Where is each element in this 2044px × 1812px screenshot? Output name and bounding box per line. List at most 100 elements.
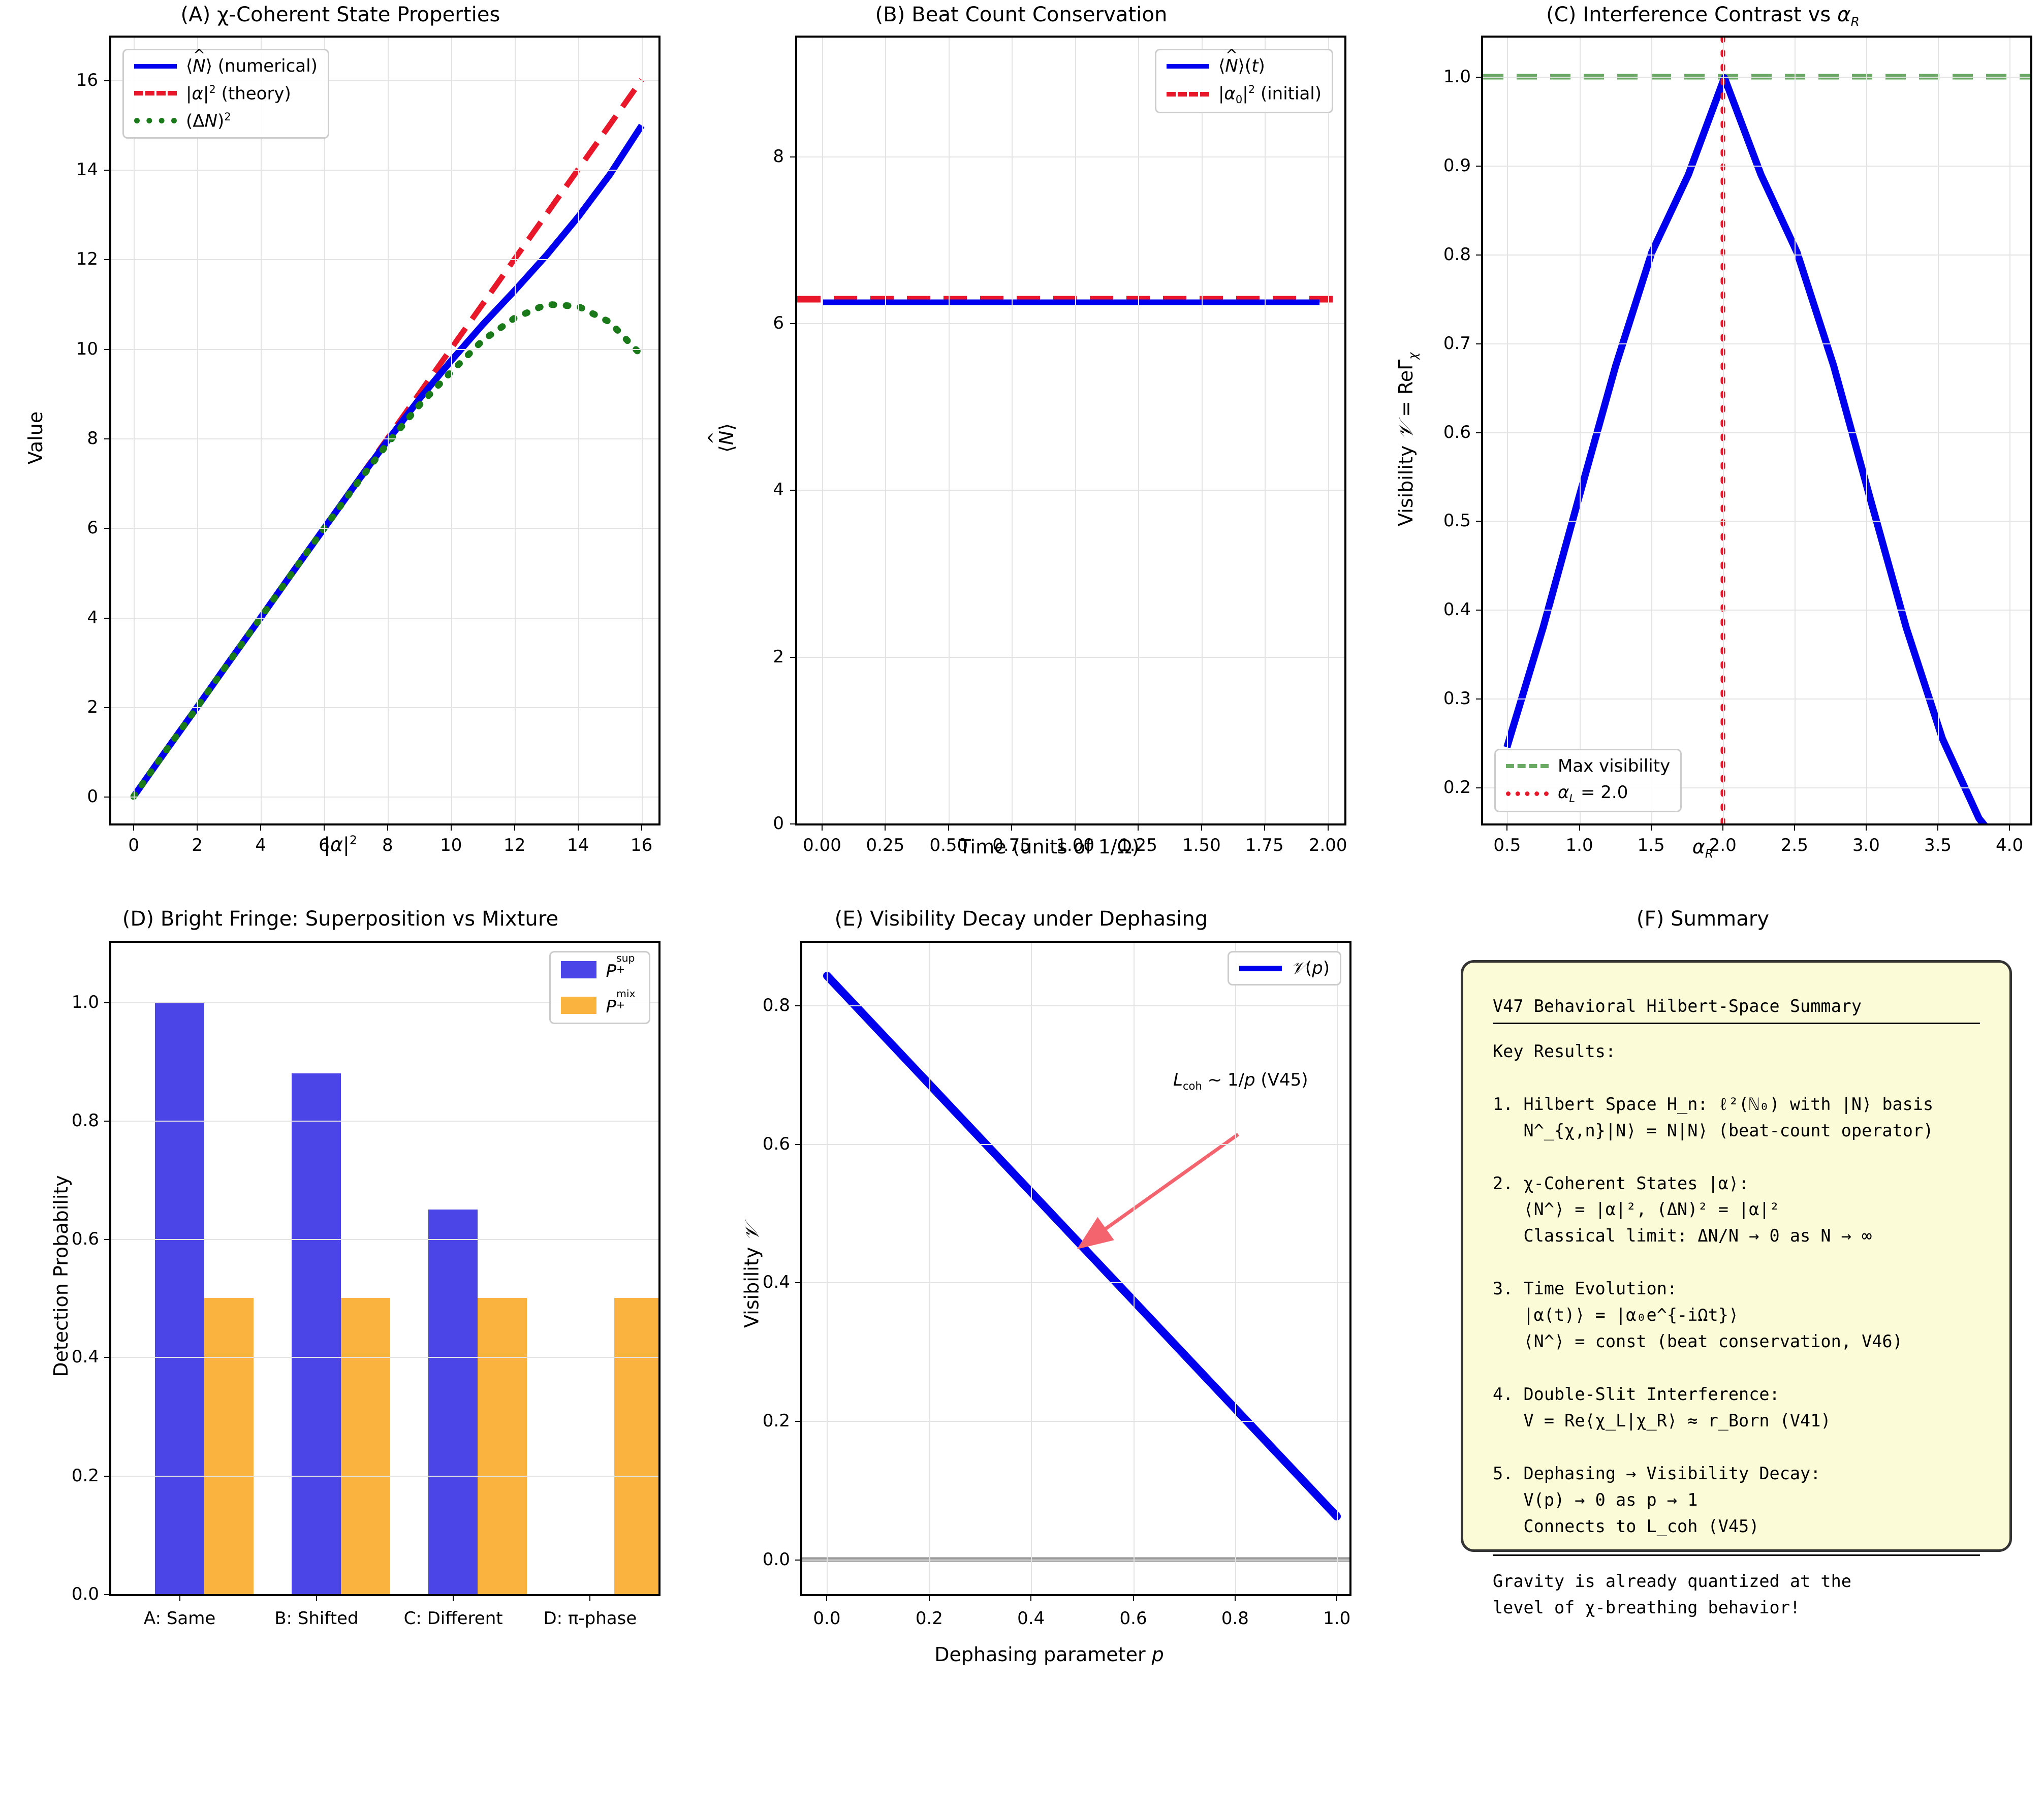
panel-e-xtick: 0.6	[1119, 1608, 1147, 1629]
panel-e-title: (E) Visibility Decay under Dephasing	[834, 907, 1208, 931]
panel-d-xtick: C: Different	[403, 1608, 503, 1629]
color-swatch-orange-icon	[561, 997, 597, 1014]
line-solid-icon	[134, 63, 177, 69]
panel-d-ytick: 0.2	[71, 1465, 99, 1486]
panel-e-ytick: 0.8	[762, 995, 790, 1016]
legend-label: Max visibility	[1558, 756, 1671, 777]
panel-f: (F) Summary V47 Behavioral Hilbert-Space…	[1362, 904, 2044, 1812]
panel-c-xlabel: αR	[1692, 836, 1714, 861]
legend-label: ⟨N⟩(t)	[1218, 48, 1265, 75]
panel-c-xtick: 0.5	[1493, 835, 1521, 855]
legend-label: |α|2 (theory)	[186, 83, 291, 104]
panel-b-xtick: 2.00	[1308, 835, 1347, 855]
line-dotted-icon	[134, 117, 177, 123]
panel-a: (A) χ-Coherent State Properties	[0, 0, 681, 894]
line-dotted-icon	[1506, 791, 1549, 797]
panel-d-ylabel: Detection Probability	[50, 1175, 72, 1377]
panel-a-xtick: 2	[192, 835, 203, 855]
summary-footer: Gravity is already quantized at the leve…	[1493, 1571, 1851, 1618]
panel-a-ytick: 14	[76, 159, 98, 180]
panel-c-xtick: 1.5	[1637, 835, 1665, 855]
panel-b: (B) Beat Count Conservation	[681, 0, 1362, 894]
legend-item: Max visibility	[1506, 757, 1670, 775]
panel-f-title: (F) Summary	[1636, 907, 1770, 931]
panel-a-xtick: 8	[382, 835, 393, 855]
panel-e-xtick: 0.0	[813, 1608, 841, 1629]
legend-label: ⟨N⟩ (numerical)	[186, 48, 318, 75]
panel-b-ytick: 2	[773, 647, 784, 667]
panel-c-title: (C) Interference Contrast vs αR	[1546, 3, 1860, 29]
panel-e-annotation: Lcoh ~ 1/p (V45)	[1173, 1070, 1308, 1092]
panel-a-xlabel: |α|2	[324, 833, 357, 856]
panel-c-ytick: 0.9	[1443, 155, 1471, 176]
panel-b-xtick: 0.25	[866, 835, 905, 855]
panel-e-xtick: 0.4	[1017, 1608, 1045, 1629]
panel-e: (E) Visibility Decay under Dephasing	[681, 904, 1362, 1812]
summary-divider-top	[1493, 1022, 1980, 1024]
panel-a-ytick: 10	[76, 338, 98, 359]
panel-e-ytick: 0.6	[762, 1134, 790, 1155]
panel-e-ytick: 0.4	[762, 1271, 790, 1292]
panel-b-xtick: 0.75	[992, 835, 1031, 855]
panel-b-ytick: 0	[773, 813, 784, 834]
summary-heading: V47 Behavioral Hilbert-Space Summary	[1493, 996, 1862, 1016]
panel-c-xtick: 2.0	[1709, 835, 1737, 855]
summary-box: V47 Behavioral Hilbert-Space Summary Key…	[1461, 960, 2012, 1617]
legend-label: (ΔN)2	[186, 110, 231, 132]
panel-a-xtick: 4	[255, 835, 266, 855]
panel-d: (D) Bright Fringe: Superposition vs Mixt…	[0, 904, 681, 1812]
panel-a-curves	[130, 78, 645, 800]
legend-item: ⟨N⟩(t)	[1166, 48, 1322, 75]
panel-c-xtick: 4.0	[1996, 835, 2024, 855]
panel-d-xtick: D: π-phase	[543, 1608, 637, 1629]
panel-e-legend[interactable]: 𝒱(p)	[1227, 951, 1341, 986]
panel-e-ytick: 0.0	[762, 1549, 790, 1570]
line-dashed-icon	[134, 90, 177, 96]
panel-d-ytick: 0.8	[71, 1110, 99, 1131]
panel-c-xtick: 1.0	[1565, 835, 1593, 855]
panel-a-ytick: 16	[76, 70, 98, 90]
panel-a-xtick: 6	[319, 835, 330, 855]
legend-label: αL = 2.0	[1558, 782, 1628, 805]
legend-item: 𝒱(p)	[1239, 960, 1330, 977]
panel-d-xtick: B: Shifted	[274, 1608, 359, 1629]
panel-c-axes: 0.5 1.0 1.5 2.0 2.5 3.0 3.5 4.0 0.2 0.3 …	[1443, 36, 2032, 855]
panel-c-ytick: 0.7	[1443, 333, 1471, 354]
panel-d-xtick: A: Same	[143, 1608, 216, 1629]
panel-a-xtick: 16	[630, 835, 653, 855]
panel-b-axes: 0.00 0.25 0.50 0.75 1.00 1.25 1.50 1.75 …	[773, 36, 1347, 855]
panel-c-xtick: 3.5	[1924, 835, 1952, 855]
panel-c-xtick: 3.0	[1852, 835, 1880, 855]
panel-a-axes: 0 2 4 6 8 10 12 14 16 0 2 4 6 8 10 12 14…	[76, 36, 661, 855]
panel-e-xtick: 0.8	[1221, 1608, 1249, 1629]
panel-e-ylabel: Visibility 𝒱	[740, 1225, 763, 1328]
legend-item: αL = 2.0	[1506, 784, 1670, 804]
panel-a-legend[interactable]: ⟨N⟩ (numerical) |α|2 (theory) (ΔN)2	[122, 48, 329, 139]
panel-d-ytick: 0.0	[71, 1584, 99, 1604]
panel-a-xtick: 0	[128, 835, 139, 855]
color-swatch-blue-icon	[561, 961, 597, 978]
summary-divider-bottom	[1493, 1554, 1980, 1556]
panel-c-ytick: 0.5	[1443, 511, 1471, 531]
panel-d-ytick: 0.6	[71, 1229, 99, 1250]
panel-a-ytick: 8	[87, 428, 98, 449]
panel-b-curves	[797, 296, 1344, 305]
panel-b-legend[interactable]: ⟨N⟩(t) |α0|2 (initial)	[1154, 48, 1333, 114]
panel-a-ytick: 6	[87, 518, 98, 538]
panel-b-ytick: 6	[773, 312, 784, 333]
panel-a-ytick: 2	[87, 697, 98, 718]
panel-c-curves	[1483, 38, 2030, 823]
panel-d-title: (D) Bright Fringe: Superposition vs Mixt…	[122, 907, 559, 931]
panel-a-title: (A) χ-Coherent State Properties	[180, 3, 500, 26]
panel-d-bars	[155, 1002, 658, 1594]
panel-c-legend[interactable]: Max visibility αL = 2.0	[1494, 749, 1682, 812]
panel-b-xtick: 1.25	[1119, 835, 1157, 855]
legend-label: |α0|2 (initial)	[1218, 83, 1322, 106]
panel-e-xtick: 1.0	[1323, 1608, 1351, 1629]
panel-b-xtick: 1.00	[1056, 835, 1094, 855]
